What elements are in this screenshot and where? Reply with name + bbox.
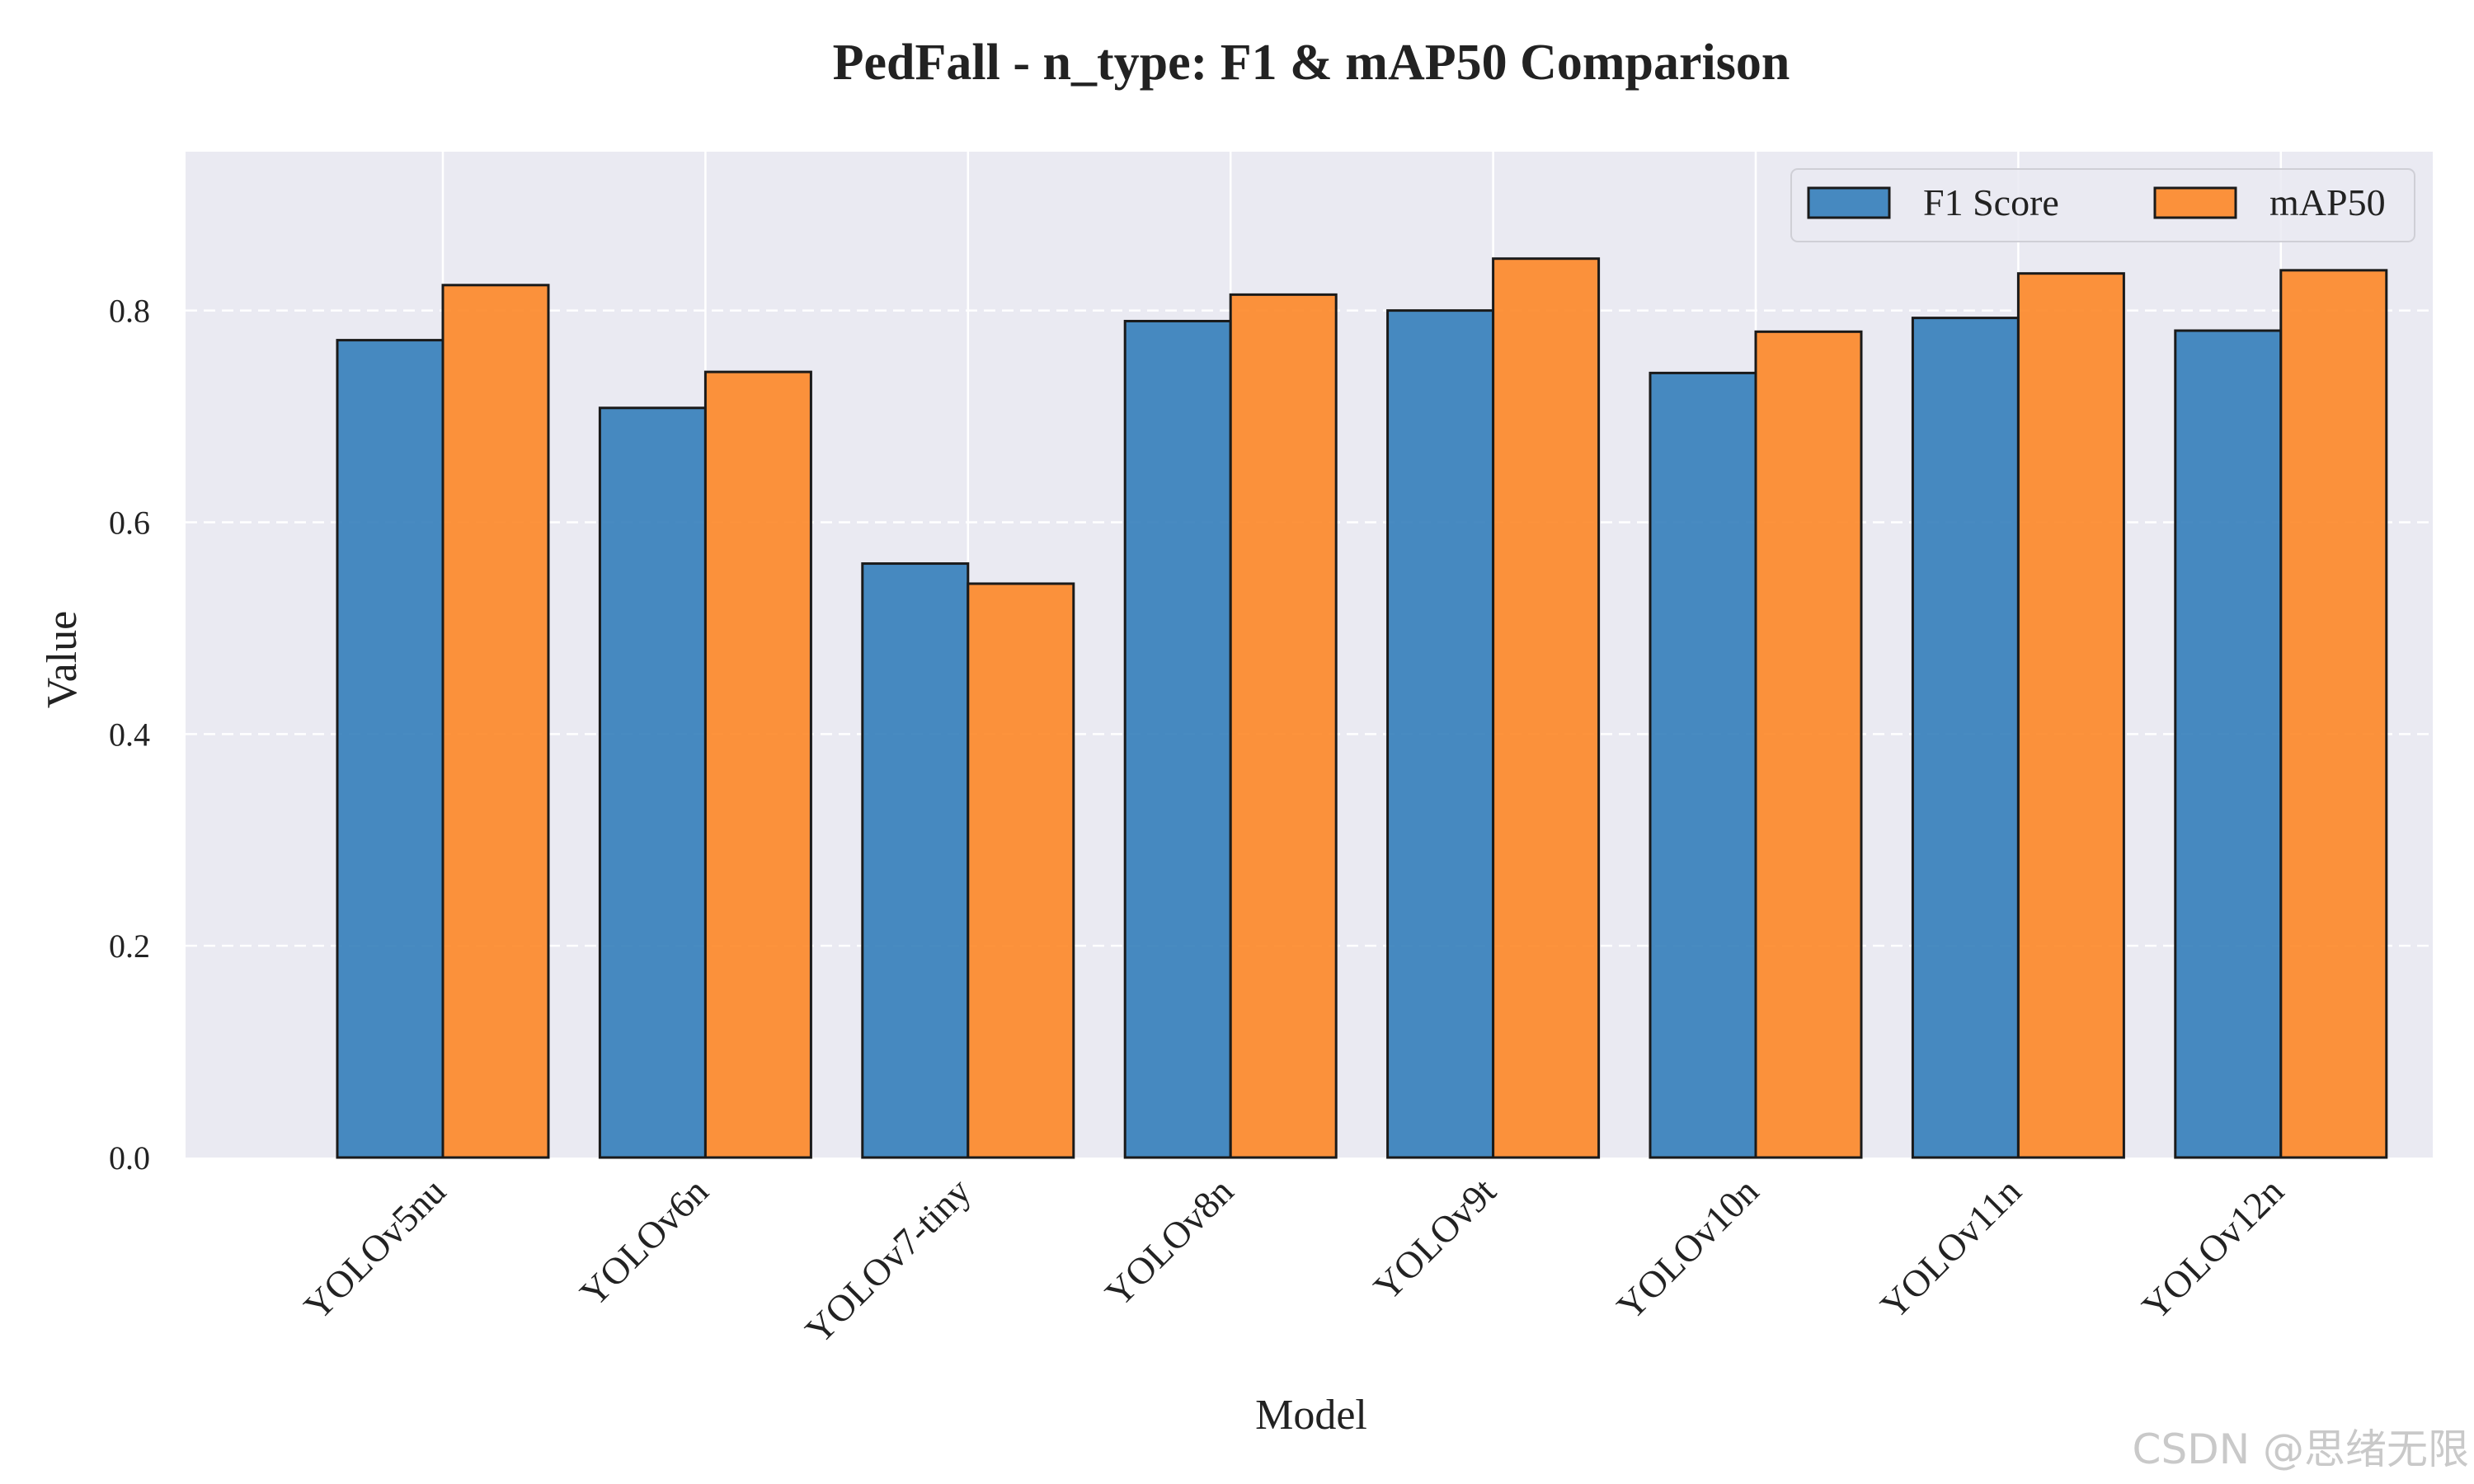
bar-f1-yolov5nu (336, 339, 444, 1159)
bar-map50-yolov6n (703, 370, 812, 1159)
legend-swatch-f1 (1807, 186, 1891, 219)
bar-f1-yolov10n (1649, 371, 1757, 1159)
x-axis-label: Model (1255, 1392, 1367, 1439)
bar-map50-yolov11n (2016, 272, 2125, 1159)
y-tick-label: 0.2 (109, 928, 150, 965)
legend-box (1790, 168, 2415, 242)
bar-f1-yolov6n (598, 406, 707, 1159)
y-tick-label: 0.6 (109, 504, 150, 541)
watermark: CSDN @思绪无限 (2133, 1425, 2469, 1473)
bars (336, 257, 2388, 1159)
bar-map50-yolov8n (1229, 293, 1338, 1159)
chart-title: PedFall - n_type: F1 & mAP50 Comparison (833, 35, 1790, 91)
bar-f1-yolov9t (1386, 309, 1495, 1159)
bar-f1-yolov8n (1123, 319, 1232, 1159)
bar-f1-yolov12n (2174, 329, 2283, 1159)
y-tick-label: 0.4 (109, 716, 150, 753)
bar-map50-yolov9t (1492, 257, 1601, 1159)
y-tick-label: 0.8 (109, 293, 150, 330)
legend: F1 Score mAP50 (1790, 168, 2415, 242)
legend-swatch-map50 (2153, 186, 2237, 219)
y-tick-label: 0.0 (109, 1139, 150, 1176)
bar-map50-yolov12n (2279, 269, 2388, 1159)
bar-map50-yolov5nu (441, 284, 550, 1159)
y-axis-label: Value (39, 611, 86, 708)
bar-f1-yolov7-tiny (861, 562, 970, 1159)
legend-label-map50: mAP50 (2269, 181, 2386, 223)
y-axis-ticks: 0.0 0.2 0.4 0.6 0.8 (109, 293, 150, 1176)
legend-label-f1: F1 Score (1923, 181, 2059, 223)
bar-map50-yolov7-tiny (967, 582, 1075, 1159)
bar-f1-yolov11n (1911, 317, 2020, 1159)
bar-map50-yolov10n (1754, 330, 1863, 1159)
